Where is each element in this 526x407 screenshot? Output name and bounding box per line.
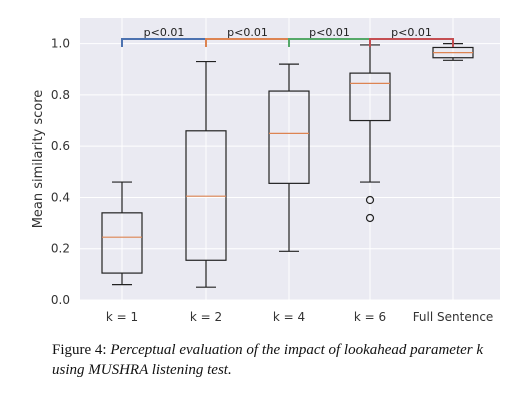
box-2 [185, 60, 227, 288]
boxplot-chart: 0.0 0.2 0.4 0.6 0.8 1.0 k = 1 k = 2 k = 4 k = 6 F… [31, 18, 500, 324]
p-value-label: p<0.01 [227, 26, 268, 39]
x-tick-label: k = 4 [273, 310, 305, 324]
y-tick-label: 0.8 [51, 88, 70, 102]
box-3 [268, 63, 310, 252]
caption-text: Perceptual evaluation of the impact of l… [52, 342, 484, 378]
figure-caption: Figure 4: Perceptual evaluation of the i… [52, 340, 504, 380]
p-value-label: p<0.01 [309, 26, 350, 39]
x-tick-labels: k = 1 k = 2 k = 4 k = 6 Full Sentence [106, 310, 493, 324]
boxes [101, 43, 474, 288]
x-tick-label: k = 1 [106, 310, 138, 324]
y-tick-label: 0.6 [51, 139, 70, 153]
caption-prefix: Figure 4: [52, 342, 107, 358]
x-tick-label: k = 2 [190, 310, 222, 324]
y-tick-label: 1.0 [51, 37, 70, 51]
y-tick-label: 0.0 [51, 293, 70, 307]
box-5 [432, 43, 474, 61]
x-tick-label: k = 6 [354, 310, 386, 324]
y-tick-label: 0.4 [51, 190, 70, 204]
plot-background [80, 18, 500, 300]
y-axis-label: Mean similarity score [31, 90, 46, 229]
p-value-label: p<0.01 [144, 26, 185, 39]
bracket-line [369, 38, 454, 47]
box-1 [101, 181, 143, 286]
outlier-point [365, 195, 375, 205]
p-value-label: p<0.01 [391, 26, 432, 39]
iqr-box [101, 212, 143, 274]
y-tick-label: 0.2 [51, 242, 70, 256]
outlier-point [365, 213, 375, 223]
x-tick-label: Full Sentence [413, 310, 494, 324]
iqr-box [268, 90, 310, 184]
significance-annotations: p<0.01 p<0.01 p<0.01 p<0.01 [121, 26, 454, 47]
y-tick-labels: 0.0 0.2 0.4 0.6 0.8 1.0 [51, 37, 70, 307]
significance-bracket: p<0.01 [369, 26, 454, 47]
iqr-box [349, 72, 391, 122]
iqr-box [185, 130, 227, 261]
